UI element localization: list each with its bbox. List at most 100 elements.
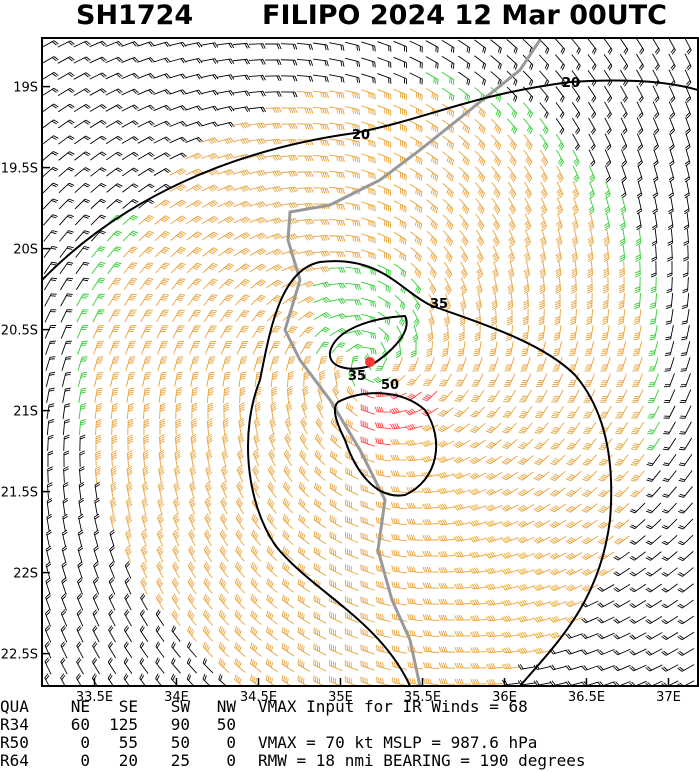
barb [585, 325, 594, 341]
barb [438, 582, 456, 589]
barb [59, 261, 74, 275]
barb [491, 261, 499, 279]
barb [393, 56, 407, 69]
barb [169, 136, 187, 144]
barb [234, 561, 245, 578]
barb [679, 389, 692, 403]
barb [653, 133, 659, 151]
barb [223, 386, 230, 404]
barb [681, 325, 690, 341]
barb [405, 439, 423, 446]
barb [469, 583, 487, 590]
barb [553, 325, 562, 341]
x-tick-label: 37E [656, 690, 681, 705]
barb [567, 389, 580, 403]
barb [668, 165, 675, 183]
barb [394, 263, 407, 278]
barb [635, 244, 642, 262]
barb [158, 387, 167, 403]
barb [522, 70, 534, 87]
barb [106, 230, 123, 242]
barb [157, 481, 165, 499]
barb [344, 628, 359, 639]
table-cell: 90 [171, 715, 190, 734]
barb [390, 486, 408, 493]
barb [649, 309, 658, 325]
barb [587, 85, 597, 103]
barb [154, 246, 171, 258]
barb [73, 88, 91, 96]
barb [459, 309, 466, 327]
barb [153, 104, 171, 112]
barb [474, 166, 486, 183]
barb [138, 199, 155, 209]
barb [533, 536, 551, 544]
barb [185, 137, 203, 143]
barb [110, 403, 119, 420]
barb [233, 247, 251, 257]
barb [393, 247, 407, 262]
barb [299, 449, 309, 466]
barb [219, 309, 234, 323]
barb [600, 341, 611, 357]
barb [535, 389, 548, 403]
barb [282, 530, 294, 546]
barb [549, 470, 566, 482]
barb [375, 612, 391, 623]
barb [235, 497, 245, 515]
barb [204, 341, 217, 355]
barb [57, 56, 75, 64]
barb [650, 276, 657, 294]
barb [265, 186, 283, 193]
barb [652, 117, 660, 135]
barb [645, 583, 663, 593]
barb [313, 611, 327, 624]
barb [153, 152, 171, 160]
barb [523, 102, 533, 119]
barb [344, 676, 359, 686]
barb [110, 465, 117, 484]
barb [485, 631, 503, 638]
barb [296, 91, 314, 98]
barb [125, 513, 133, 531]
barb [539, 133, 549, 151]
barb [426, 215, 438, 230]
barb [63, 434, 70, 452]
barb [620, 149, 628, 167]
barb [490, 71, 502, 86]
barb [159, 418, 166, 436]
barb [619, 53, 629, 71]
barb [361, 329, 377, 340]
barb [139, 641, 149, 658]
barb [62, 403, 71, 419]
barb [549, 552, 567, 560]
x-tick-label: 34.5E [240, 690, 277, 705]
barb [587, 260, 594, 278]
barb [360, 484, 375, 495]
barb [485, 551, 503, 559]
barb [185, 121, 203, 127]
barb [282, 562, 294, 577]
barb [126, 450, 133, 468]
barb [475, 277, 483, 295]
barb [393, 40, 407, 53]
barb [156, 309, 169, 323]
barb [684, 165, 691, 183]
barb [491, 182, 501, 199]
barb [455, 373, 468, 387]
barb [328, 170, 345, 179]
barb [186, 657, 198, 674]
barb [154, 199, 171, 209]
barb [555, 54, 565, 71]
contour-50 [333, 392, 438, 497]
barb [549, 680, 567, 686]
barb [652, 53, 660, 71]
barb [361, 233, 376, 244]
y-tick-label: 21S [13, 405, 38, 420]
barb [111, 434, 118, 452]
barb [605, 165, 611, 183]
barb [597, 665, 615, 671]
barb [636, 197, 643, 215]
barb [201, 137, 219, 145]
barb [377, 216, 391, 229]
